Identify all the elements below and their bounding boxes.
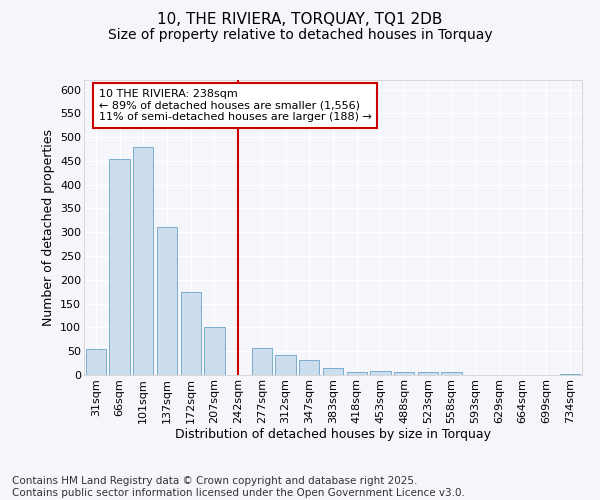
Bar <box>323 368 343 375</box>
Bar <box>157 226 177 375</box>
Bar <box>394 372 414 375</box>
X-axis label: Distribution of detached houses by size in Torquay: Distribution of detached houses by size … <box>175 428 491 442</box>
Y-axis label: Number of detached properties: Number of detached properties <box>41 129 55 326</box>
Bar <box>275 355 296 375</box>
Bar <box>252 348 272 375</box>
Bar <box>299 360 319 375</box>
Text: 10 THE RIVIERA: 238sqm
← 89% of detached houses are smaller (1,556)
11% of semi-: 10 THE RIVIERA: 238sqm ← 89% of detached… <box>99 89 372 122</box>
Text: 10, THE RIVIERA, TORQUAY, TQ1 2DB: 10, THE RIVIERA, TORQUAY, TQ1 2DB <box>157 12 443 28</box>
Bar <box>181 292 201 375</box>
Bar <box>370 371 391 375</box>
Bar <box>133 146 154 375</box>
Text: Size of property relative to detached houses in Torquay: Size of property relative to detached ho… <box>107 28 493 42</box>
Bar <box>418 372 438 375</box>
Bar <box>205 328 224 375</box>
Bar <box>560 374 580 375</box>
Bar <box>109 158 130 375</box>
Text: Contains HM Land Registry data © Crown copyright and database right 2025.
Contai: Contains HM Land Registry data © Crown c… <box>12 476 465 498</box>
Bar <box>442 372 461 375</box>
Bar <box>86 349 106 375</box>
Bar <box>347 372 367 375</box>
